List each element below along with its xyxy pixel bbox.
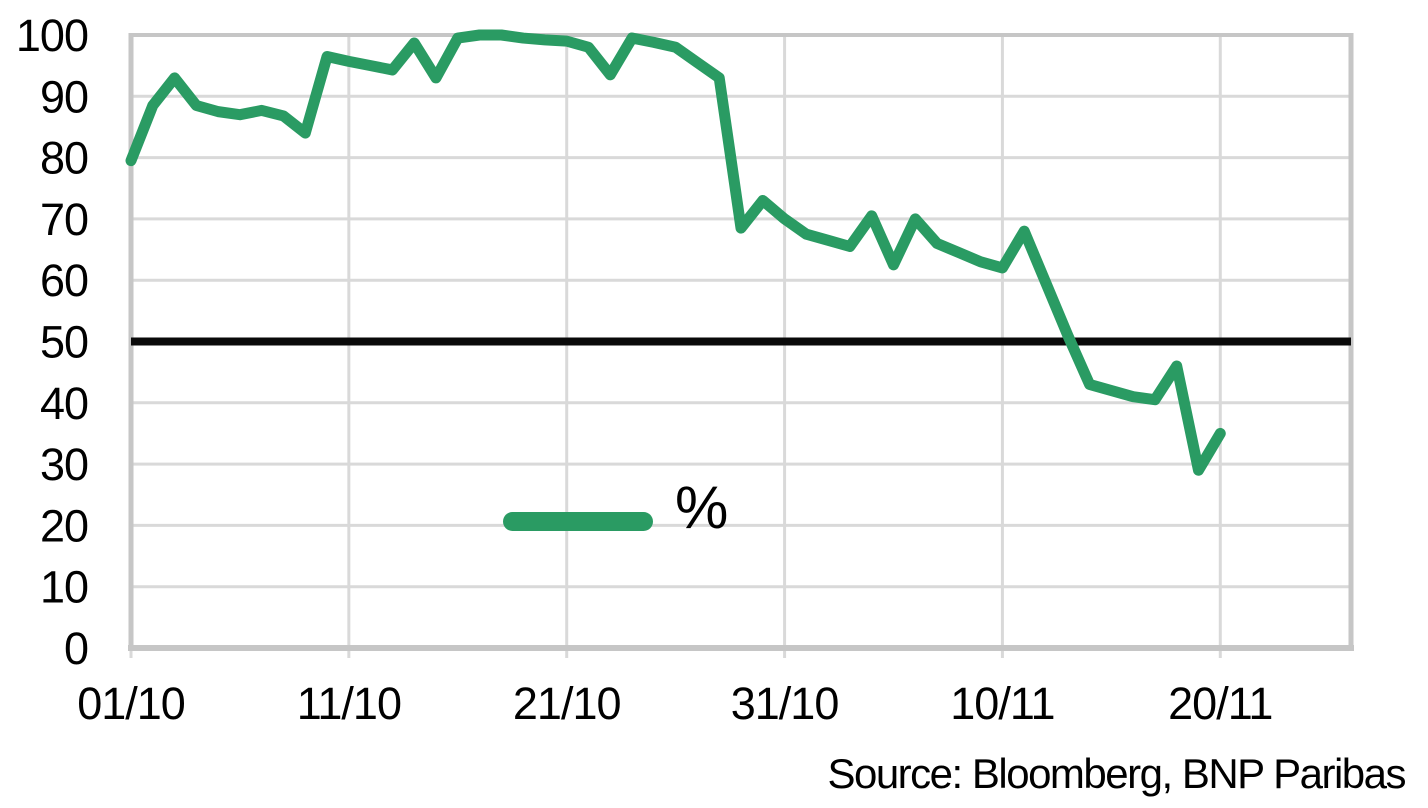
y-tick-label: 60 (40, 255, 88, 306)
y-tick-label: 100 (16, 10, 88, 61)
legend-label: % (675, 474, 728, 541)
x-tick-label: 01/10 (77, 678, 185, 729)
x-tick-label: 31/10 (731, 678, 839, 729)
legend-line-swatch (503, 511, 653, 531)
x-tick-label: 20/11 (1168, 678, 1272, 729)
y-tick-label: 90 (40, 71, 88, 122)
y-tick-label: 50 (40, 317, 88, 368)
source-note: Source: Bloomberg, BNP Paribas (827, 750, 1406, 797)
y-tick-label: 0 (64, 623, 88, 674)
y-tick-label: 40 (40, 378, 88, 429)
y-tick-label: 70 (40, 194, 88, 245)
y-tick-label: 80 (40, 133, 88, 184)
y-tick-label: 30 (40, 439, 88, 490)
x-tick-label: 10/11 (950, 678, 1054, 729)
y-tick-label: 20 (40, 500, 88, 551)
x-tick-label: 21/10 (513, 678, 621, 729)
y-tick-label: 10 (40, 562, 88, 613)
series-line-percent (125, 29, 1226, 476)
legend: % (503, 470, 728, 541)
x-tick-label: 11/10 (297, 678, 401, 729)
